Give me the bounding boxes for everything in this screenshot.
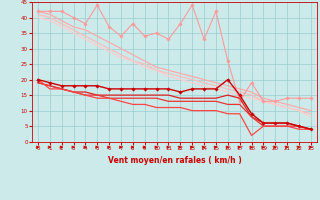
Text: Vent moyen/en rafales ( km/h ): Vent moyen/en rafales ( km/h ) xyxy=(108,156,241,165)
